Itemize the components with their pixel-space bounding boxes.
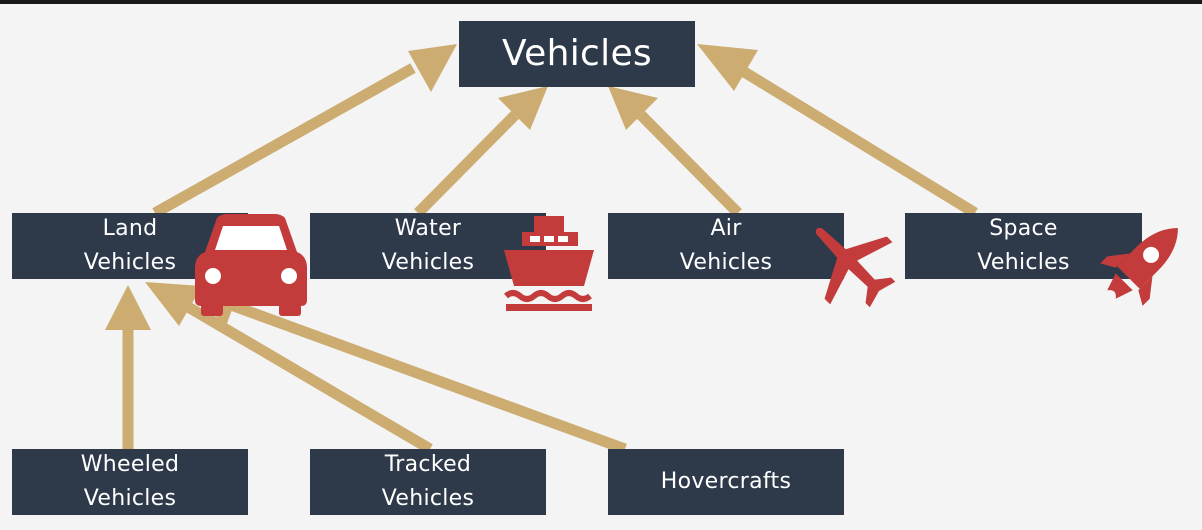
node-water-vehicles: Water Vehicles xyxy=(310,213,546,279)
arrow-tracked-to-land-head xyxy=(145,282,202,326)
arrow-wheeled-to-land-head xyxy=(105,285,151,330)
arrow-air-to-vehicles-shaft xyxy=(637,111,742,217)
arrow-land-to-vehicles-head xyxy=(408,44,457,92)
arrow-water-to-vehicles-shaft xyxy=(414,111,519,217)
rocket-icon xyxy=(1100,228,1178,306)
node-tracked-vehicles: Tracked Vehicles xyxy=(310,449,546,515)
arrow-air-to-vehicles-head xyxy=(608,86,658,130)
arrow-space-to-vehicles-shaft xyxy=(738,65,978,218)
arrow-water-to-vehicles-head xyxy=(498,86,548,130)
node-space-vehicles: Space Vehicles xyxy=(905,213,1142,279)
airplane-icon xyxy=(815,227,896,308)
node-air-vehicles: Air Vehicles xyxy=(608,213,844,279)
arrow-tracked-to-land-shaft xyxy=(180,299,433,454)
node-wheeled-vehicles: Wheeled Vehicles xyxy=(12,449,248,515)
node-hovercrafts: Hovercrafts xyxy=(608,449,844,515)
node-label: Space Vehicles xyxy=(977,216,1070,275)
root-node-vehicles: Vehicles xyxy=(459,21,695,87)
top-border xyxy=(0,0,1202,4)
arrow-land-to-vehicles-shaft xyxy=(152,63,416,218)
root-node-label: Vehicles xyxy=(502,33,652,74)
node-label: Air Vehicles xyxy=(679,216,773,275)
node-label: Water Vehicles xyxy=(381,216,475,275)
node-label: Hovercrafts xyxy=(660,469,792,494)
arrow-hover-to-land-shaft xyxy=(229,299,627,455)
car-icon xyxy=(195,214,307,316)
ship-icon xyxy=(504,216,594,311)
arrow-space-to-vehicles-head xyxy=(697,44,758,91)
node-label: Tracked Vehicles xyxy=(381,452,475,511)
node-label: Land Vehicles xyxy=(83,216,177,275)
node-label: Wheeled Vehicles xyxy=(80,452,180,511)
